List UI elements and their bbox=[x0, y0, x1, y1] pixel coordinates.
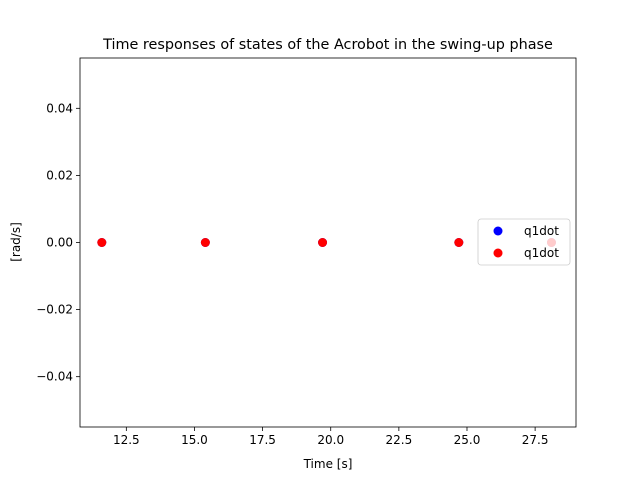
data-point-series-1-0 bbox=[97, 238, 107, 247]
legend-marker-0 bbox=[493, 226, 503, 236]
legend-label-0: q1dot bbox=[524, 224, 559, 238]
legend-marker-1 bbox=[493, 248, 503, 258]
y-tick-label: 0.04 bbox=[46, 101, 73, 115]
x-axis-label: Time [s] bbox=[303, 457, 353, 471]
x-tick-label: 17.5 bbox=[249, 433, 276, 447]
data-point-series-1-2 bbox=[318, 238, 328, 247]
x-axis: 12.5 15.0 17.5 20.0 22.5 25.0 27.5 bbox=[113, 427, 549, 447]
x-tick-label: 20.0 bbox=[317, 433, 344, 447]
y-tick-label: 0.00 bbox=[46, 236, 73, 250]
y-tick-label: 0.02 bbox=[46, 168, 73, 182]
legend-label-1: q1dot bbox=[524, 246, 559, 260]
y-axis-label: [rad/s] bbox=[9, 222, 23, 262]
x-tick-label: 15.0 bbox=[181, 433, 208, 447]
y-tick-label: −0.02 bbox=[36, 303, 73, 317]
chart-title: Time responses of states of the Acrobot … bbox=[102, 37, 553, 53]
x-tick-label: 27.5 bbox=[522, 433, 549, 447]
data-point-series-1-3 bbox=[454, 238, 464, 247]
y-tick-label: −0.04 bbox=[36, 370, 73, 384]
data-point-series-1-1 bbox=[200, 238, 210, 247]
x-tick-label: 22.5 bbox=[385, 433, 412, 447]
x-tick-label: 12.5 bbox=[113, 433, 140, 447]
x-tick-label: 25.0 bbox=[454, 433, 481, 447]
legend: q1dot q1dot bbox=[477, 218, 571, 266]
y-axis: −0.04 −0.02 0.00 0.02 0.04 bbox=[36, 101, 80, 384]
